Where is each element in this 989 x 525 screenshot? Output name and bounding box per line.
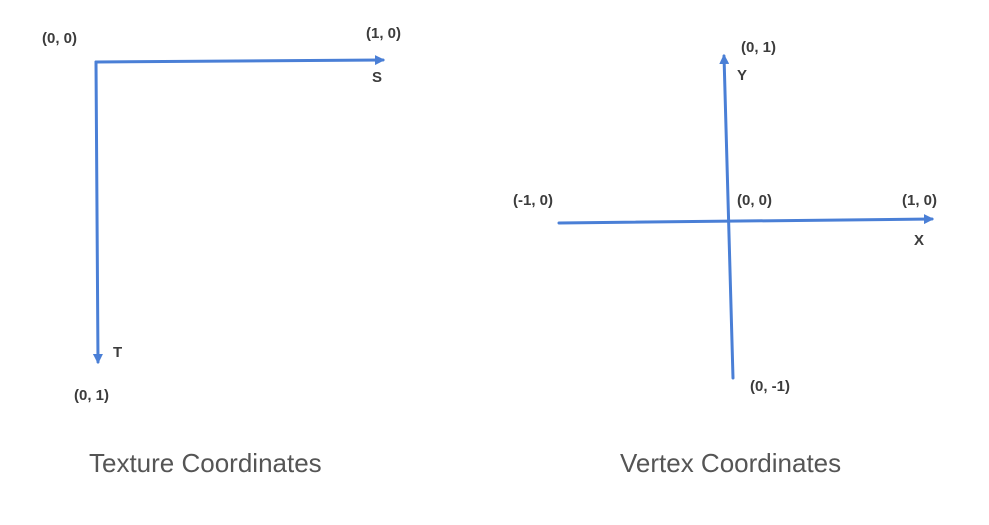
vertex-y-pos-label: (0, 1) — [741, 39, 776, 56]
vertex-origin-label: (0, 0) — [737, 192, 772, 209]
vertex-y-axis — [719, 54, 735, 380]
texture-t-axis-letter: T — [113, 344, 122, 361]
vertex-x-axis — [557, 214, 934, 225]
texture-s-axis — [94, 55, 385, 66]
texture-s-end-label: (1, 0) — [366, 25, 401, 42]
vertex-coordinates-panel: (0, 1) Y (-1, 0) (0, 0) (1, 0) X (0, -1)… — [513, 39, 937, 478]
texture-coordinates-panel: (0, 0) (1, 0) S T (0, 1) Texture Coordin… — [42, 25, 401, 478]
texture-caption: Texture Coordinates — [89, 448, 322, 478]
vertex-x-axis-letter: X — [914, 232, 924, 249]
vertex-x-neg-label: (-1, 0) — [513, 192, 553, 209]
texture-t-axis — [92, 60, 103, 364]
texture-s-axis-letter: S — [372, 69, 382, 86]
vertex-caption: Vertex Coordinates — [620, 448, 841, 478]
vertex-x-pos-label: (1, 0) — [902, 192, 937, 209]
vertex-y-axis-letter: Y — [737, 67, 747, 84]
texture-t-end-label: (0, 1) — [74, 387, 109, 404]
texture-origin-label: (0, 0) — [42, 30, 77, 47]
vertex-y-neg-label: (0, -1) — [750, 378, 790, 395]
